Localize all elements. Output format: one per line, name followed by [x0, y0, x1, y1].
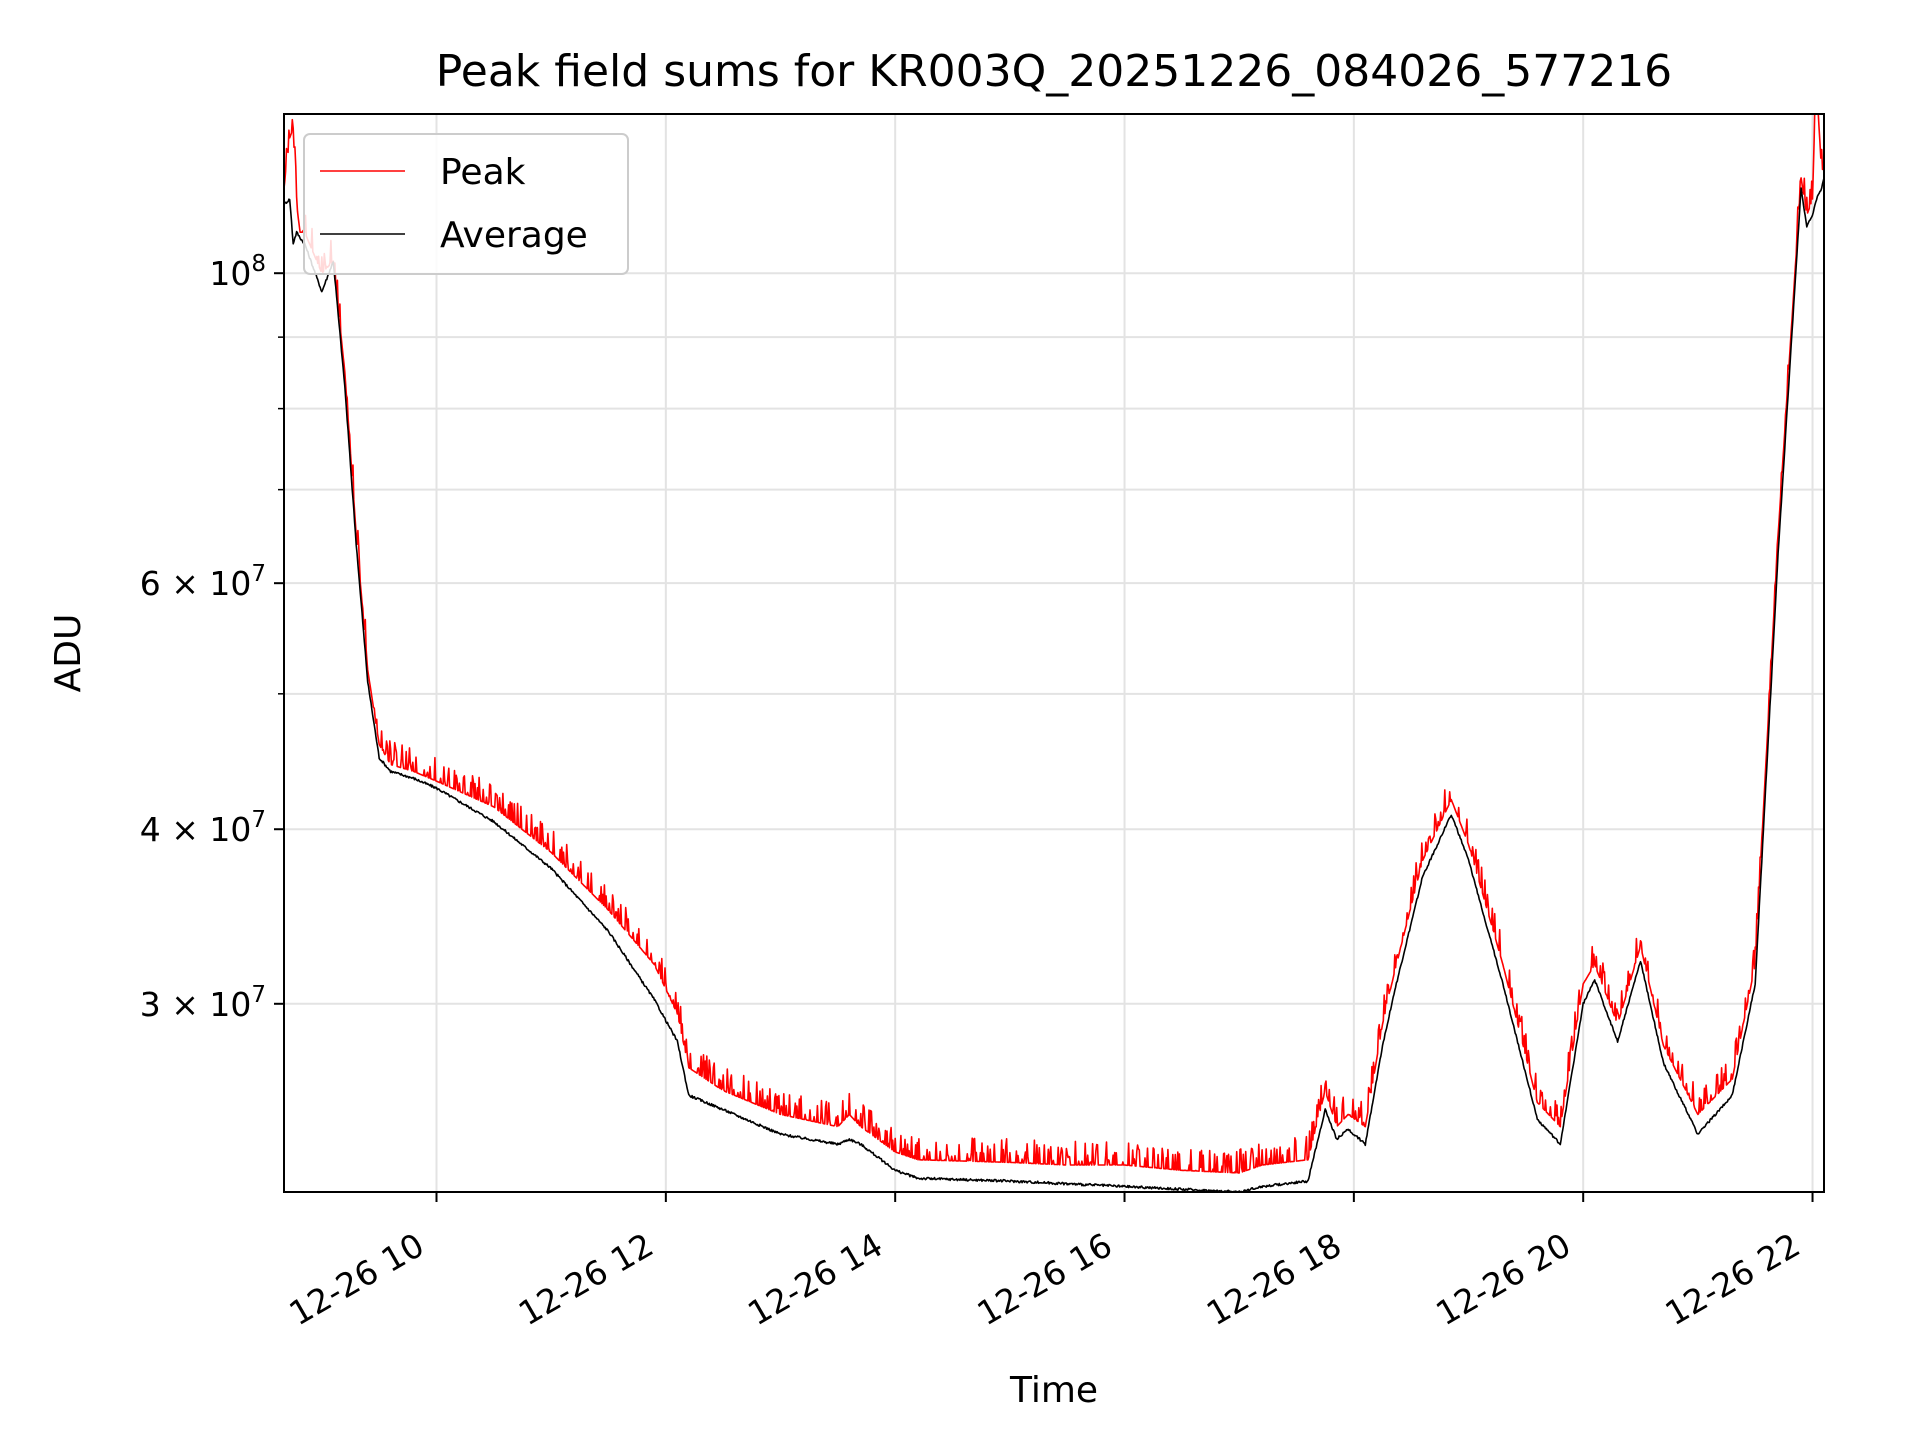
series-layer	[284, 114, 1824, 1192]
legend: Peak Average	[303, 133, 629, 275]
y-axis-label: ADU	[48, 614, 89, 693]
plot-frame	[283, 113, 1825, 1193]
y-tick-label: 6 × 107	[140, 561, 266, 603]
y-tick-label: 3 × 107	[140, 982, 266, 1024]
series-line-peak	[284, 114, 1824, 1174]
series-line-average	[284, 177, 1824, 1192]
legend-average-label: Average	[440, 215, 588, 256]
y-tick-label: 108	[209, 251, 266, 293]
y-tick-label: 4 × 107	[140, 807, 266, 849]
legend-peak-label: Peak	[440, 152, 526, 193]
chart-title: Peak field sums for KR003Q_20251226_0840…	[436, 46, 1672, 97]
y-axis: 108 6 × 107 4 × 107 3 × 107	[140, 251, 284, 1024]
x-axis-label: Time	[1009, 1370, 1098, 1411]
legend-box	[303, 133, 629, 275]
